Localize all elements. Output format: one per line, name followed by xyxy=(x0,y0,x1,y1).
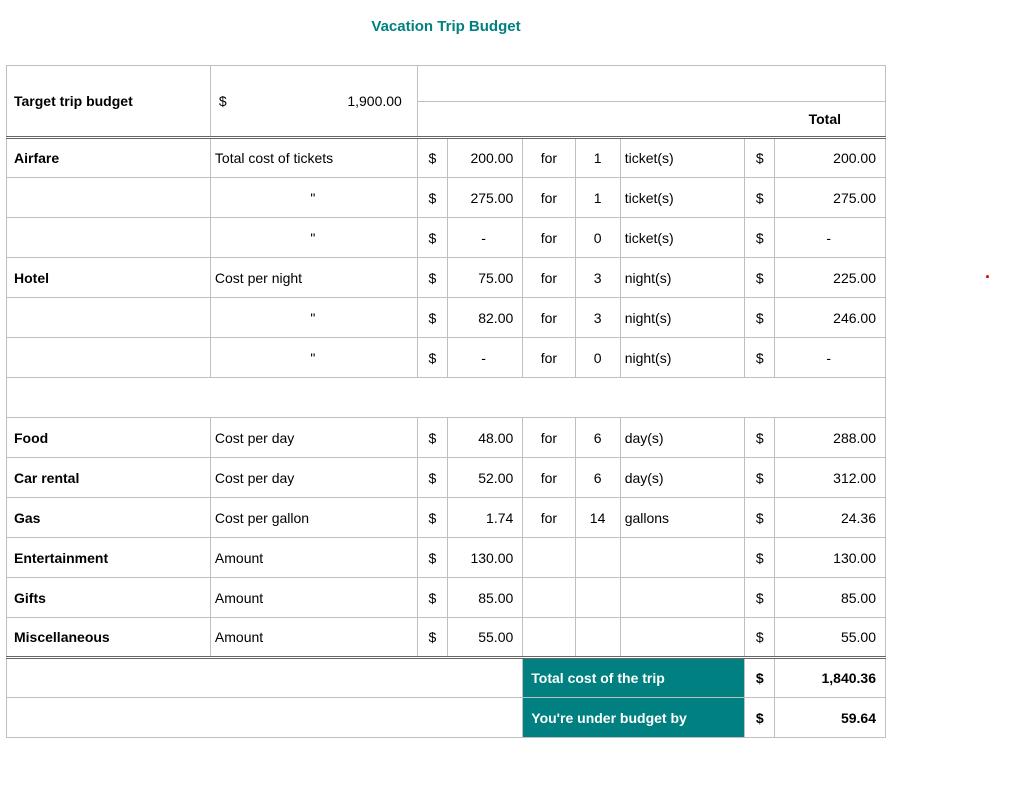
summary-under-label: You're under budget by xyxy=(523,698,745,738)
airfare-label: Airfare xyxy=(7,138,211,178)
gas-row: Gas Cost per gallon $ 1.74 for 14 gallon… xyxy=(7,498,886,538)
annotation-dot: . xyxy=(985,262,990,283)
budget-table: Target trip budget $1,900.00 Total Airfa… xyxy=(6,65,886,738)
airfare-row-1: Airfare Total cost of tickets $ 200.00 f… xyxy=(7,138,886,178)
target-label: Target trip budget xyxy=(7,66,211,138)
hotel-label: Hotel xyxy=(7,258,211,298)
gifts-row: Gifts Amount $ 85.00 $ 85.00 xyxy=(7,578,886,618)
page-title: Vacation Trip Budget xyxy=(6,18,886,65)
entertainment-row: Entertainment Amount $ 130.00 $ 130.00 xyxy=(7,538,886,578)
blank-row xyxy=(7,378,886,418)
misc-row: Miscellaneous Amount $ 55.00 $ 55.00 xyxy=(7,618,886,658)
hotel-row-3: " $ - for 0 night(s) $ - xyxy=(7,338,886,378)
car-row: Car rental Cost per day $ 52.00 for 6 da… xyxy=(7,458,886,498)
hotel-row-2: " $ 82.00 for 3 night(s) $ 246.00 xyxy=(7,298,886,338)
total-header: Total xyxy=(809,111,841,127)
target-row: Target trip budget $1,900.00 Total xyxy=(7,66,886,138)
airfare-desc: Total cost of tickets xyxy=(210,138,417,178)
airfare-row-3: " $ - for 0 ticket(s) $ - xyxy=(7,218,886,258)
hotel-row-1: Hotel Cost per night $ 75.00 for 3 night… xyxy=(7,258,886,298)
airfare-row-2: " $ 275.00 for 1 ticket(s) $ 275.00 xyxy=(7,178,886,218)
summary-under-row: You're under budget by $ 59.64 xyxy=(7,698,886,738)
summary-total-row: Total cost of the trip $ 1,840.36 xyxy=(7,658,886,698)
food-row: Food Cost per day $ 48.00 for 6 day(s) $… xyxy=(7,418,886,458)
target-sym: $ xyxy=(215,93,227,109)
summary-total-label: Total cost of the trip xyxy=(523,658,745,698)
target-value: 1,900.00 xyxy=(347,93,411,109)
